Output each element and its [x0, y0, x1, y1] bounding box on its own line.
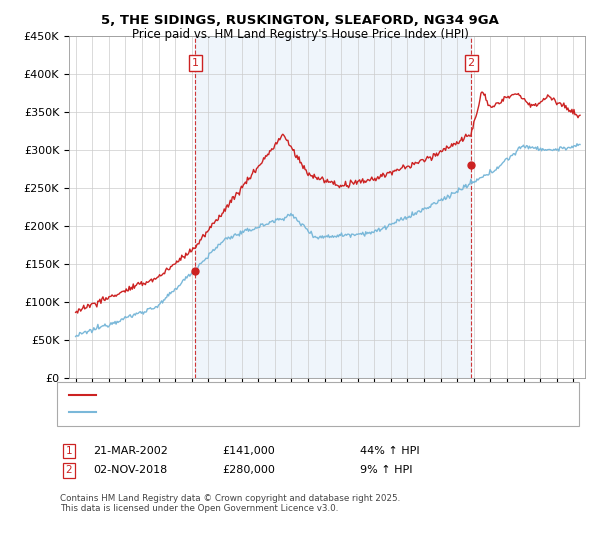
- Text: 44% ↑ HPI: 44% ↑ HPI: [360, 446, 419, 456]
- Text: 02-NOV-2018: 02-NOV-2018: [93, 465, 167, 475]
- Text: Contains HM Land Registry data © Crown copyright and database right 2025.
This d: Contains HM Land Registry data © Crown c…: [60, 494, 400, 514]
- Text: 9% ↑ HPI: 9% ↑ HPI: [360, 465, 413, 475]
- Text: 1: 1: [192, 58, 199, 68]
- Text: 2: 2: [65, 465, 73, 475]
- Text: 2: 2: [467, 58, 475, 68]
- Text: 5, THE SIDINGS, RUSKINGTON, SLEAFORD, NG34 9GA: 5, THE SIDINGS, RUSKINGTON, SLEAFORD, NG…: [101, 14, 499, 27]
- Text: 1: 1: [65, 446, 73, 456]
- Text: Price paid vs. HM Land Registry's House Price Index (HPI): Price paid vs. HM Land Registry's House …: [131, 28, 469, 41]
- Bar: [196, 36, 471, 378]
- Text: £141,000: £141,000: [222, 446, 275, 456]
- Text: £280,000: £280,000: [222, 465, 275, 475]
- Text: 5, THE SIDINGS, RUSKINGTON, SLEAFORD, NG34 9GA (detached house): 5, THE SIDINGS, RUSKINGTON, SLEAFORD, NG…: [99, 390, 457, 400]
- Text: HPI: Average price, detached house, North Kesteven: HPI: Average price, detached house, Nort…: [99, 407, 360, 417]
- Text: 21-MAR-2002: 21-MAR-2002: [93, 446, 168, 456]
